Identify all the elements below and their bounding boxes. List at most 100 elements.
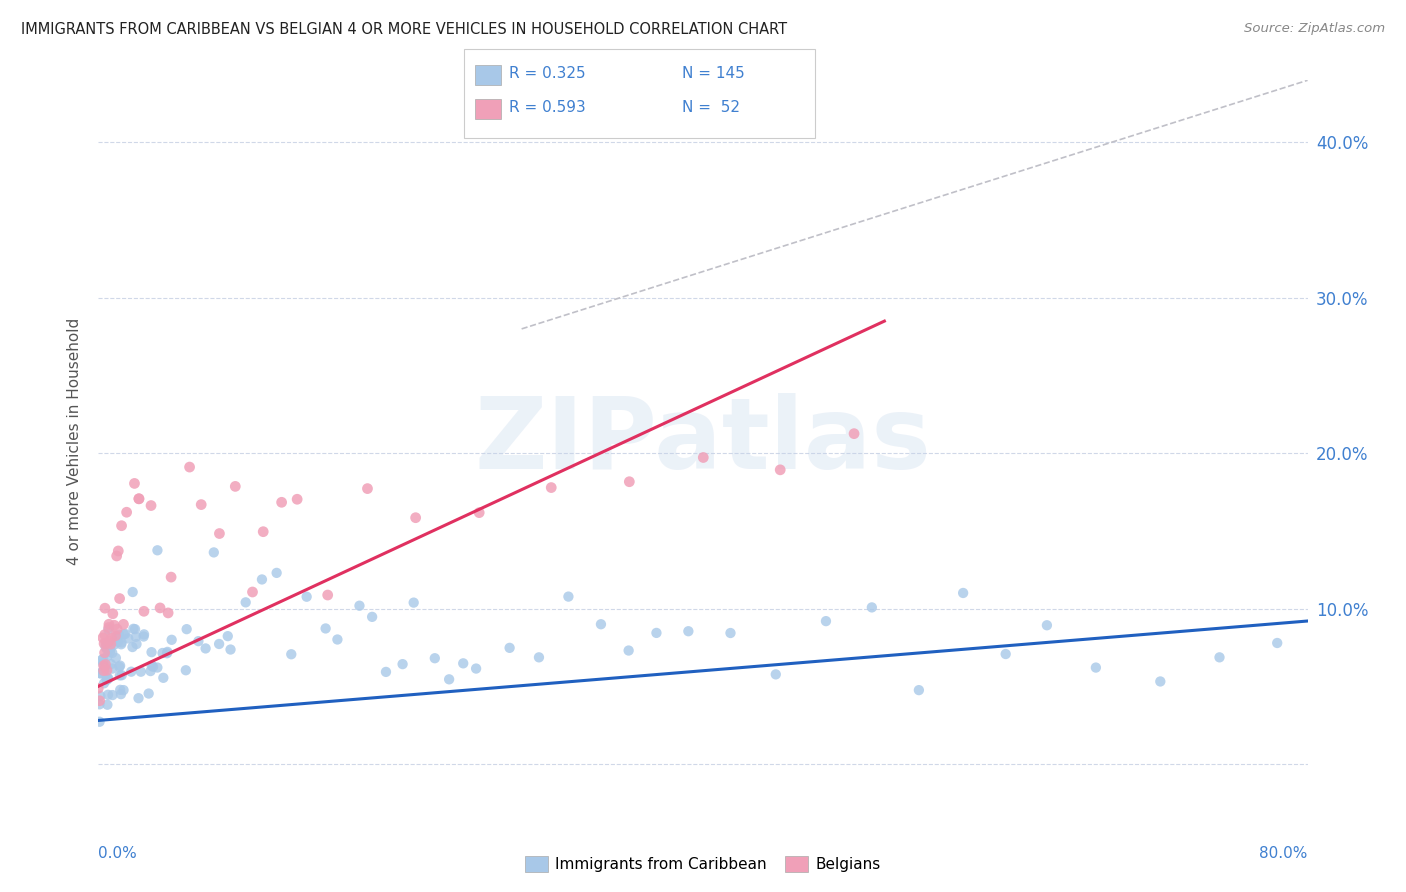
Point: [96, 698, 118, 712]
Point: [91, 652, 114, 666]
Point: [96, 673, 118, 687]
Point: [242, 585, 264, 599]
Point: [97, 688, 120, 702]
Point: [105, 629, 128, 643]
Point: [105, 549, 128, 563]
Point: [139, 499, 162, 513]
Point: [402, 596, 425, 610]
Point: [110, 635, 132, 649]
Point: [266, 566, 288, 580]
Point: [114, 627, 136, 641]
Point: [270, 495, 292, 509]
Point: [557, 590, 579, 604]
Point: [120, 665, 142, 679]
Point: [842, 426, 865, 441]
Point: [101, 646, 124, 660]
Point: [107, 634, 129, 648]
Point: [96, 638, 118, 652]
Point: [101, 607, 124, 621]
Point: [91, 664, 114, 678]
Point: [326, 632, 349, 647]
Point: [465, 662, 488, 676]
Point: [124, 476, 146, 491]
Point: [498, 640, 520, 655]
Point: [89, 694, 111, 708]
Point: [128, 691, 150, 706]
Point: [91, 631, 114, 645]
Point: [100, 637, 122, 651]
Point: [93, 636, 115, 650]
Point: [423, 651, 446, 665]
Point: [208, 526, 231, 541]
Point: [97, 671, 120, 685]
Point: [994, 647, 1017, 661]
Point: [125, 630, 148, 644]
Point: [90, 653, 112, 667]
Point: [285, 492, 308, 507]
Point: [217, 629, 239, 643]
Point: [104, 629, 127, 643]
Point: [96, 649, 118, 664]
Point: [160, 632, 183, 647]
Point: [139, 664, 162, 678]
Text: 80.0%: 80.0%: [1260, 847, 1308, 861]
Point: [174, 663, 197, 677]
Point: [105, 622, 128, 636]
Point: [97, 623, 120, 637]
Point: [1208, 650, 1230, 665]
Point: [124, 622, 146, 636]
Point: [860, 600, 883, 615]
Point: [451, 657, 474, 671]
Point: [101, 662, 124, 676]
Point: [97, 621, 120, 635]
Point: [391, 657, 413, 672]
Point: [765, 667, 787, 681]
Text: N = 145: N = 145: [682, 66, 745, 81]
Point: [96, 672, 118, 686]
Point: [117, 632, 139, 646]
Point: [129, 665, 152, 679]
Point: [94, 636, 117, 650]
Point: [295, 590, 318, 604]
Point: [315, 622, 337, 636]
Point: [94, 640, 117, 654]
Point: [437, 673, 460, 687]
Text: Source: ZipAtlas.com: Source: ZipAtlas.com: [1244, 22, 1385, 36]
Point: [252, 524, 274, 539]
Point: [141, 645, 163, 659]
Point: [100, 657, 122, 672]
Point: [96, 641, 118, 656]
Point: [1084, 660, 1107, 674]
Point: [103, 618, 125, 632]
Point: [179, 460, 201, 475]
Point: [89, 689, 111, 703]
Point: [235, 595, 257, 609]
Point: [152, 646, 174, 660]
Point: [98, 641, 121, 656]
Point: [160, 570, 183, 584]
Point: [375, 665, 398, 679]
Point: [94, 657, 117, 672]
Point: [89, 714, 111, 729]
Point: [108, 591, 131, 606]
Point: [98, 645, 121, 659]
Point: [132, 627, 155, 641]
Point: [1265, 636, 1288, 650]
Point: [128, 491, 150, 506]
Point: [190, 498, 212, 512]
Point: [356, 482, 378, 496]
Point: [115, 505, 138, 519]
Point: [468, 506, 491, 520]
Point: [112, 617, 135, 632]
Point: [94, 601, 117, 615]
Point: [110, 518, 132, 533]
Point: [156, 646, 179, 660]
Point: [93, 665, 115, 679]
Text: R = 0.593: R = 0.593: [509, 100, 586, 115]
Text: N =  52: N = 52: [682, 100, 740, 115]
Point: [138, 687, 160, 701]
Point: [908, 683, 931, 698]
Point: [219, 642, 242, 657]
Point: [141, 658, 163, 673]
Point: [769, 463, 792, 477]
